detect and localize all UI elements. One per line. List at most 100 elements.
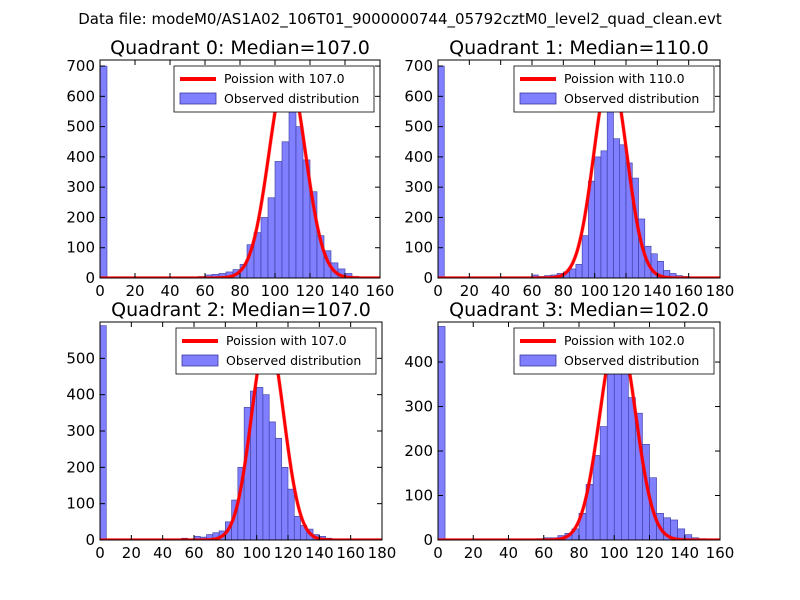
panel-3-title: Quadrant 3: Median=102.0	[449, 299, 709, 321]
panel-2-bar-16	[281, 467, 289, 540]
panel-2-ytick-label-2: 200	[66, 458, 95, 476]
panel-0-ytick-label-6: 600	[66, 87, 95, 105]
panel-3-legend-bar-label: Observed distribution	[564, 353, 699, 368]
panel-0-xtick-label-1: 20	[125, 282, 144, 300]
panel-1-xtick-label-7: 140	[643, 282, 672, 300]
panel-0-plot-area	[100, 65, 380, 278]
panel-0-legend-bar-swatch	[179, 92, 217, 105]
panel-2-xtick-label-3: 60	[184, 544, 203, 562]
panel-2-bar-15	[275, 437, 283, 540]
panel-2-title: Quadrant 2: Median=107.0	[111, 299, 371, 321]
panel-3-ytick-label-4: 400	[404, 353, 433, 371]
panel-2-xtick-label-7: 140	[305, 544, 334, 562]
panel-2-xtick-label-6: 120	[274, 544, 303, 562]
panel-2-bar-13	[262, 394, 270, 540]
figure-suptitle: Data file: modeM0/AS1A02_106T01_90000007…	[78, 10, 722, 29]
panel-0-ytick-label-1: 100	[66, 239, 95, 257]
panel-3-xtick-label-3: 60	[534, 544, 553, 562]
panel-3-plot-area	[438, 326, 720, 540]
panel-2-xtick-label-8: 160	[336, 544, 365, 562]
panel-3-ytick-label-3: 300	[404, 398, 433, 416]
panel-0-bar-0	[100, 65, 108, 278]
panel-0-xtick-label-2: 40	[160, 282, 179, 300]
panel-1-bar-21	[657, 261, 664, 278]
panel-2-bar-0	[100, 325, 107, 540]
panel-0-xtick-label-8: 160	[366, 282, 395, 300]
panel-1-xtick-label-5: 100	[580, 282, 609, 300]
panel-3-xtick-label-4: 80	[569, 544, 588, 562]
panel-2-legend-bar-swatch	[181, 354, 219, 367]
panel-3-bar-9	[592, 455, 601, 540]
panel-2: Quadrant 2: Median=107.00 20 40 60 80 100 120 1…	[66, 299, 396, 562]
panel-1-bar-12	[600, 150, 608, 278]
panel-2-ytick-label-5: 500	[66, 349, 95, 367]
panel-1-xtick-label-0: 0	[433, 282, 443, 300]
panel-2-xtick-label-4: 80	[216, 544, 235, 562]
panel-3-xtick-label-7: 140	[670, 544, 699, 562]
panel-0-ytick-label-5: 500	[66, 118, 95, 136]
panel-1-ytick-label-6: 600	[404, 87, 433, 105]
panel-1-xtick-label-6: 120	[612, 282, 641, 300]
panel-3-xtick-label-5: 100	[600, 544, 629, 562]
panel-1-ytick-label-2: 200	[404, 208, 433, 226]
panel-2-ytick-label-1: 100	[66, 495, 95, 513]
panel-2-legend-curve-label: Poission with 107.0	[226, 333, 347, 348]
panel-3-bar-13	[620, 348, 629, 540]
panel-0-xtick-label-4: 80	[230, 282, 249, 300]
panel-1-legend-bar-label: Observed distribution	[564, 91, 699, 106]
panel-0-legend-curve-label: Poission with 107.0	[224, 71, 345, 86]
panel-1-xtick-label-2: 40	[491, 282, 510, 300]
panel-1-ytick-label-3: 300	[404, 178, 433, 196]
panel-3-xtick-label-8: 160	[706, 544, 735, 562]
panel-1-xtick-label-4: 80	[554, 282, 573, 300]
panel-1: Quadrant 1: Median=110.00 20 40 60 80 100 120 1…	[404, 37, 734, 300]
panel-1-ytick-label-5: 500	[404, 118, 433, 136]
panel-2-bar-17	[287, 488, 295, 540]
panel-2-bar-14	[268, 421, 276, 540]
panel-0-legend: Poission with 107.0 Observed distribution	[173, 65, 375, 113]
panel-0: Quadrant 0: Median=107.0 0 20 40 60 80 100 120 1…	[66, 37, 394, 300]
panel-2-xtick-label-2: 40	[153, 544, 172, 562]
panel-1-frame	[437, 59, 721, 279]
panel-3-legend: Poission with 102.0 Observed distribution	[513, 327, 715, 375]
panel-1-bar-14	[613, 138, 621, 278]
panel-3-bar-11	[606, 363, 615, 540]
panel-1-ytick-label-1: 100	[404, 239, 433, 257]
panel-1-ytick-label-4: 400	[404, 148, 433, 166]
panel-1-xtick-label-8: 160	[674, 282, 703, 300]
panel-1-bar-0	[438, 65, 445, 278]
panel-2-ytick-label-0: 0	[85, 531, 95, 549]
panel-1-legend-bar-swatch	[519, 92, 557, 105]
panel-1-legend: Poission with 110.0 Observed distribution	[513, 65, 715, 113]
panel-1-xtick-label-3: 60	[522, 282, 541, 300]
panel-3-ytick-label-1: 100	[404, 487, 433, 505]
panel-1-bar-9	[581, 235, 589, 278]
panel-2-xtick-label-0: 0	[95, 544, 105, 562]
panel-1-title: Quadrant 1: Median=110.0	[449, 37, 709, 59]
panel-1-xtick-label-9: 180	[706, 282, 735, 300]
panel-1-ytick-label-7: 700	[404, 57, 433, 75]
panel-2-xtick-label-5: 100	[242, 544, 271, 562]
panel-0-ytick-label-0: 0	[85, 269, 95, 287]
panel-1-bar-15	[619, 144, 627, 278]
panel-3-xtick-label-6: 120	[635, 544, 664, 562]
panel-0-bar-13	[281, 141, 290, 278]
panel-3-poisson-curve	[438, 329, 720, 540]
panel-1-ytick-label-0: 0	[423, 269, 433, 287]
panel-0-xtick-label-6: 120	[296, 282, 325, 300]
panel-0-title: Quadrant 0: Median=107.0	[110, 37, 370, 59]
panel-3-xtick-label-2: 40	[499, 544, 518, 562]
panel-0-ytick-label-4: 400	[66, 148, 95, 166]
panel-2-xtick-label-9: 180	[368, 544, 397, 562]
panel-1-bar-8	[575, 264, 583, 278]
panel-0-ytick-label-2: 200	[66, 208, 95, 226]
panel-0-bar-14	[288, 108, 297, 278]
panel-2-legend: Poission with 107.0 Observed distribution	[175, 327, 377, 375]
panel-3-bar-0	[438, 326, 446, 540]
panel-0-poisson-curve	[100, 67, 380, 278]
panel-0-bar-11	[267, 197, 276, 278]
panel-2-ytick-label-4: 400	[66, 386, 95, 404]
panel-1-xtick-label-1: 20	[460, 282, 479, 300]
panel-0-ytick-label-3: 300	[66, 178, 95, 196]
panel-0-xtick-label-7: 140	[331, 282, 360, 300]
